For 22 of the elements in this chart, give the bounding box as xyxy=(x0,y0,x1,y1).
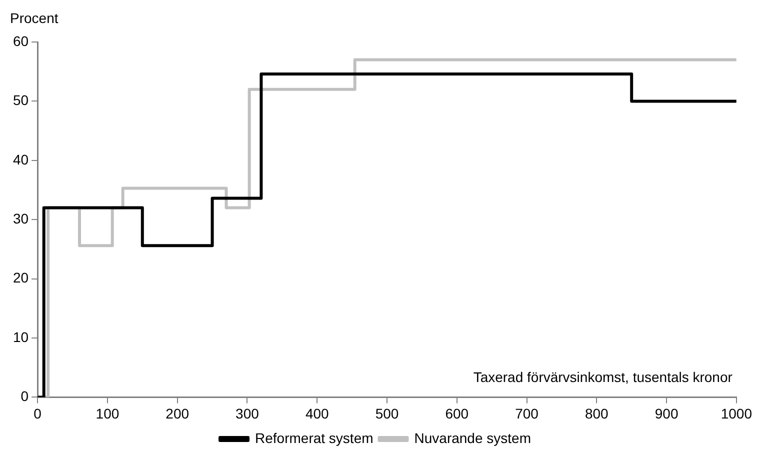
x-tick-label: 300 xyxy=(236,405,260,422)
y-tick-label: 20 xyxy=(12,270,29,286)
x-axis-title: Taxerad förvärvsinkomst, tusentals kronor xyxy=(473,369,733,386)
x-tick-label: 800 xyxy=(584,405,609,422)
y-tick-label: 30 xyxy=(12,210,29,226)
legend-label: Nuvarande system xyxy=(414,430,531,446)
y-tick-label: 50 xyxy=(12,92,29,108)
x-tick-label: 700 xyxy=(515,405,539,422)
y-tick-label: 60 xyxy=(12,32,29,49)
x-tick-label: 200 xyxy=(166,405,190,422)
x-tick-label: 500 xyxy=(375,405,399,422)
x-tick-label: 1000 xyxy=(720,405,752,422)
y-tick-label: 10 xyxy=(12,328,29,345)
x-tick-label: 400 xyxy=(305,405,330,422)
x-tick-label: 900 xyxy=(654,405,678,422)
x-tick-label: 100 xyxy=(96,405,120,422)
y-tick-label: 0 xyxy=(20,388,29,404)
y-axis-title: Procent xyxy=(10,10,58,26)
legend-label: Reformerat system xyxy=(255,430,374,446)
x-tick-label: 0 xyxy=(34,405,42,422)
x-tick-label: 600 xyxy=(445,405,469,422)
y-tick-label: 40 xyxy=(12,151,29,168)
